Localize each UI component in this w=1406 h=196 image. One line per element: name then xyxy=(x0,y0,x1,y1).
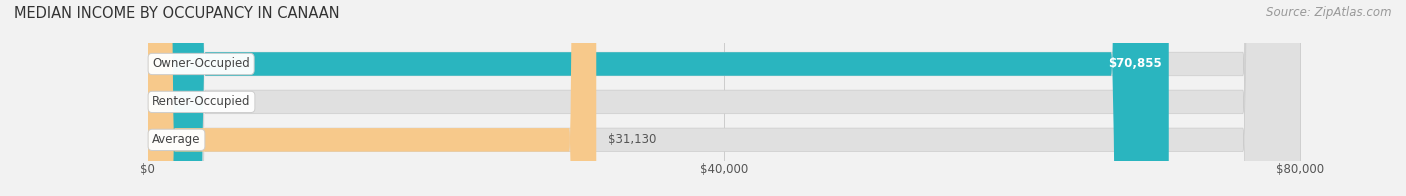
FancyBboxPatch shape xyxy=(148,0,596,196)
Text: Average: Average xyxy=(152,133,201,146)
Text: $70,855: $70,855 xyxy=(1108,57,1161,71)
Text: MEDIAN INCOME BY OCCUPANCY IN CANAAN: MEDIAN INCOME BY OCCUPANCY IN CANAAN xyxy=(14,6,340,21)
FancyBboxPatch shape xyxy=(148,0,1301,196)
FancyBboxPatch shape xyxy=(148,0,1301,196)
Text: Renter-Occupied: Renter-Occupied xyxy=(152,95,250,108)
Text: Source: ZipAtlas.com: Source: ZipAtlas.com xyxy=(1267,6,1392,19)
FancyBboxPatch shape xyxy=(148,0,1168,196)
Text: $31,130: $31,130 xyxy=(607,133,657,146)
FancyBboxPatch shape xyxy=(148,0,1301,196)
Text: Owner-Occupied: Owner-Occupied xyxy=(152,57,250,71)
Text: $0: $0 xyxy=(165,95,180,108)
